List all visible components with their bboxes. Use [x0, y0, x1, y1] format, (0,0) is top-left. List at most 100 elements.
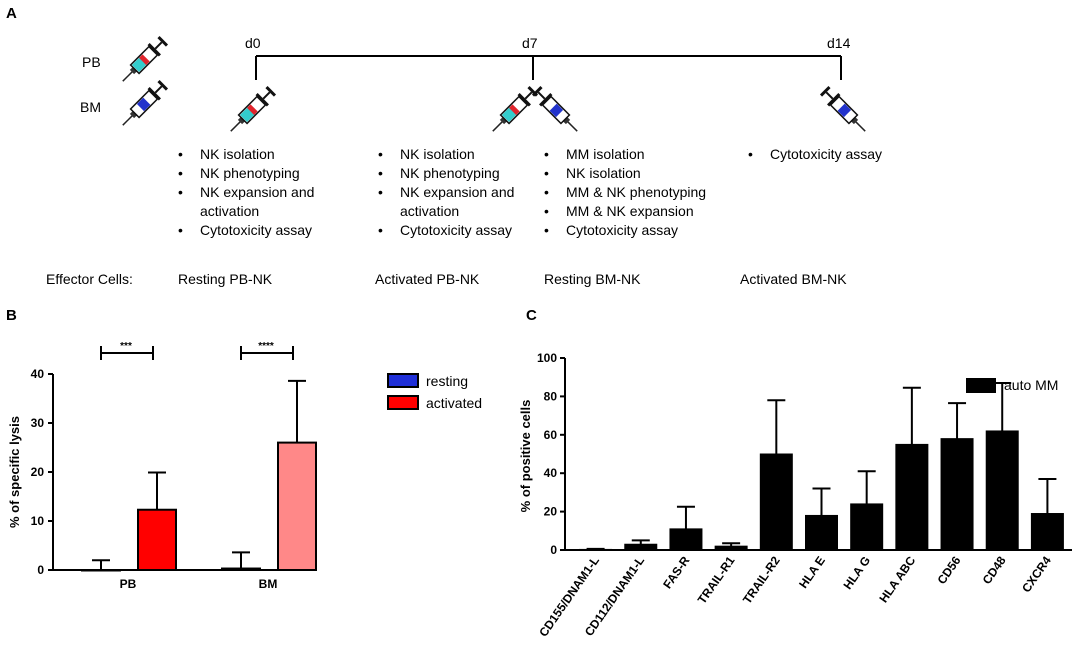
effector-cells-label: Effector Cells:: [46, 271, 133, 287]
c-category-label: CD48: [980, 553, 1009, 586]
b-bar: [137, 508, 177, 572]
panel-c-letter: C: [526, 307, 537, 324]
task-item: Cytotoxicity assay: [400, 222, 512, 238]
c-y-tick-label: 100: [537, 351, 557, 365]
b-y-tick-label: 30: [31, 416, 45, 430]
c-bar: [669, 528, 703, 551]
bullet-dot: •: [544, 184, 549, 200]
task-item: MM & NK phenotyping: [566, 184, 706, 200]
b-sig-label: ***: [120, 341, 132, 352]
panel-a-letter: A: [6, 5, 17, 22]
bullet-dot: •: [378, 146, 383, 162]
task-item: activation: [400, 203, 459, 219]
b-y-axis-title: % of specific lysis: [7, 416, 22, 528]
chart-b: 0 10 20 30 40 % of specific lysis PB *** BM **** r…: [7, 341, 482, 591]
task-item: NK phenotyping: [400, 165, 500, 181]
b-y-tick-label: 0: [37, 563, 44, 577]
b-y-tick-label: 10: [31, 514, 45, 528]
b-category-label: PB: [120, 577, 137, 591]
bullet-dot: •: [178, 146, 183, 162]
panel-b-letter: B: [6, 307, 17, 324]
syringe-pb-icon: [116, 33, 171, 88]
c-category-label: HLA ABC: [876, 553, 918, 605]
c-y-axis-title: % of positive cells: [518, 400, 533, 513]
c-category-label: TRAIL-R2: [740, 553, 783, 606]
bullet-dot: •: [378, 222, 383, 238]
c-category-label: FAS-R: [660, 553, 692, 591]
b-y-tick-label: 20: [31, 465, 45, 479]
c-bar: [714, 545, 748, 551]
task-item: Cytotoxicity assay: [566, 222, 678, 238]
c-bar: [579, 548, 613, 551]
legend-bm-label: BM: [80, 99, 101, 115]
bullet-dot: •: [378, 165, 383, 181]
c-y-tick-label: 40: [544, 466, 558, 480]
b-sig-label: ****: [258, 341, 274, 352]
c-bar: [895, 443, 929, 551]
syringe-d14-bm-icon: [817, 83, 872, 138]
bullet-dot: •: [544, 165, 549, 181]
c-bar: [624, 543, 658, 551]
c-y-tick-label: 80: [544, 389, 558, 403]
task-item: Cytotoxicity assay: [200, 222, 312, 238]
c-bar: [985, 430, 1019, 551]
c-category-label: HLA E: [796, 554, 828, 591]
syringe-d0-pb-icon: [224, 83, 279, 138]
c-category-label: TRAIL-R1: [695, 553, 738, 606]
task-item: MM & NK expansion: [566, 203, 694, 219]
c-legend-swatch: [966, 378, 996, 393]
day-label-d7: d7: [522, 35, 538, 51]
c-category-label: CXCR4: [1019, 553, 1054, 595]
syringe-d7-bm-icon: [529, 83, 584, 138]
task-item: activation: [200, 203, 259, 219]
c-y-tick-label: 20: [544, 505, 558, 519]
b-y-tick-label: 40: [31, 367, 45, 381]
c-bar: [1030, 513, 1064, 551]
legend-pb-label: PB: [82, 54, 101, 70]
bullet-dot: •: [378, 184, 383, 200]
task-list-d0: • NK isolation • NK phenotyping • NK expansio…: [178, 146, 314, 238]
bullet-dot: •: [748, 146, 753, 162]
c-y-tick-label: 60: [544, 428, 558, 442]
b-legend-label: resting: [426, 373, 468, 389]
day-label-d14: d14: [827, 35, 851, 51]
task-item: Cytotoxicity assay: [770, 146, 882, 162]
c-bar: [805, 514, 838, 551]
c-bar: [940, 438, 974, 551]
task-item: MM isolation: [566, 146, 645, 162]
task-item: NK isolation: [566, 165, 641, 181]
c-y-tick-label: 0: [550, 543, 557, 557]
bullet-dot: •: [178, 222, 183, 238]
task-item: NK isolation: [400, 146, 475, 162]
c-bar: [850, 503, 884, 551]
bullet-dot: •: [544, 203, 549, 219]
b-legend-label: activated: [426, 395, 482, 411]
c-bar: [759, 453, 793, 551]
bullet-dot: •: [544, 222, 549, 238]
b-legend-swatch: [387, 395, 419, 410]
c-legend-label: auto MM: [1004, 377, 1058, 393]
task-item: NK phenotyping: [200, 165, 300, 181]
task-list-d7-pb: • NK isolation • NK phenotyping • NK expansio…: [378, 146, 514, 238]
effector-activated-pb: Activated PB-NK: [375, 271, 480, 287]
effector-activated-bm: Activated BM-NK: [740, 271, 847, 287]
effector-resting-bm: Resting BM-NK: [544, 271, 641, 287]
b-bar: [221, 567, 261, 572]
b-bar: [81, 569, 121, 572]
b-legend-swatch: [387, 373, 419, 388]
task-list-d7-bm: • MM isolation • NK isolation • MM & NK pheno…: [544, 146, 706, 238]
c-category-label: HLA G: [841, 554, 874, 592]
bullet-dot: •: [178, 165, 183, 181]
task-item: NK isolation: [200, 146, 275, 162]
b-category-label: BM: [259, 577, 278, 591]
bullet-dot: •: [544, 146, 549, 162]
task-list-d14: • Cytotoxicity assay: [748, 146, 882, 162]
bullet-dot: •: [178, 184, 183, 200]
day-label-d0: d0: [245, 35, 261, 51]
b-bar: [277, 441, 317, 572]
task-item: NK expansion and: [200, 184, 314, 200]
effector-resting-pb: Resting PB-NK: [178, 271, 273, 287]
